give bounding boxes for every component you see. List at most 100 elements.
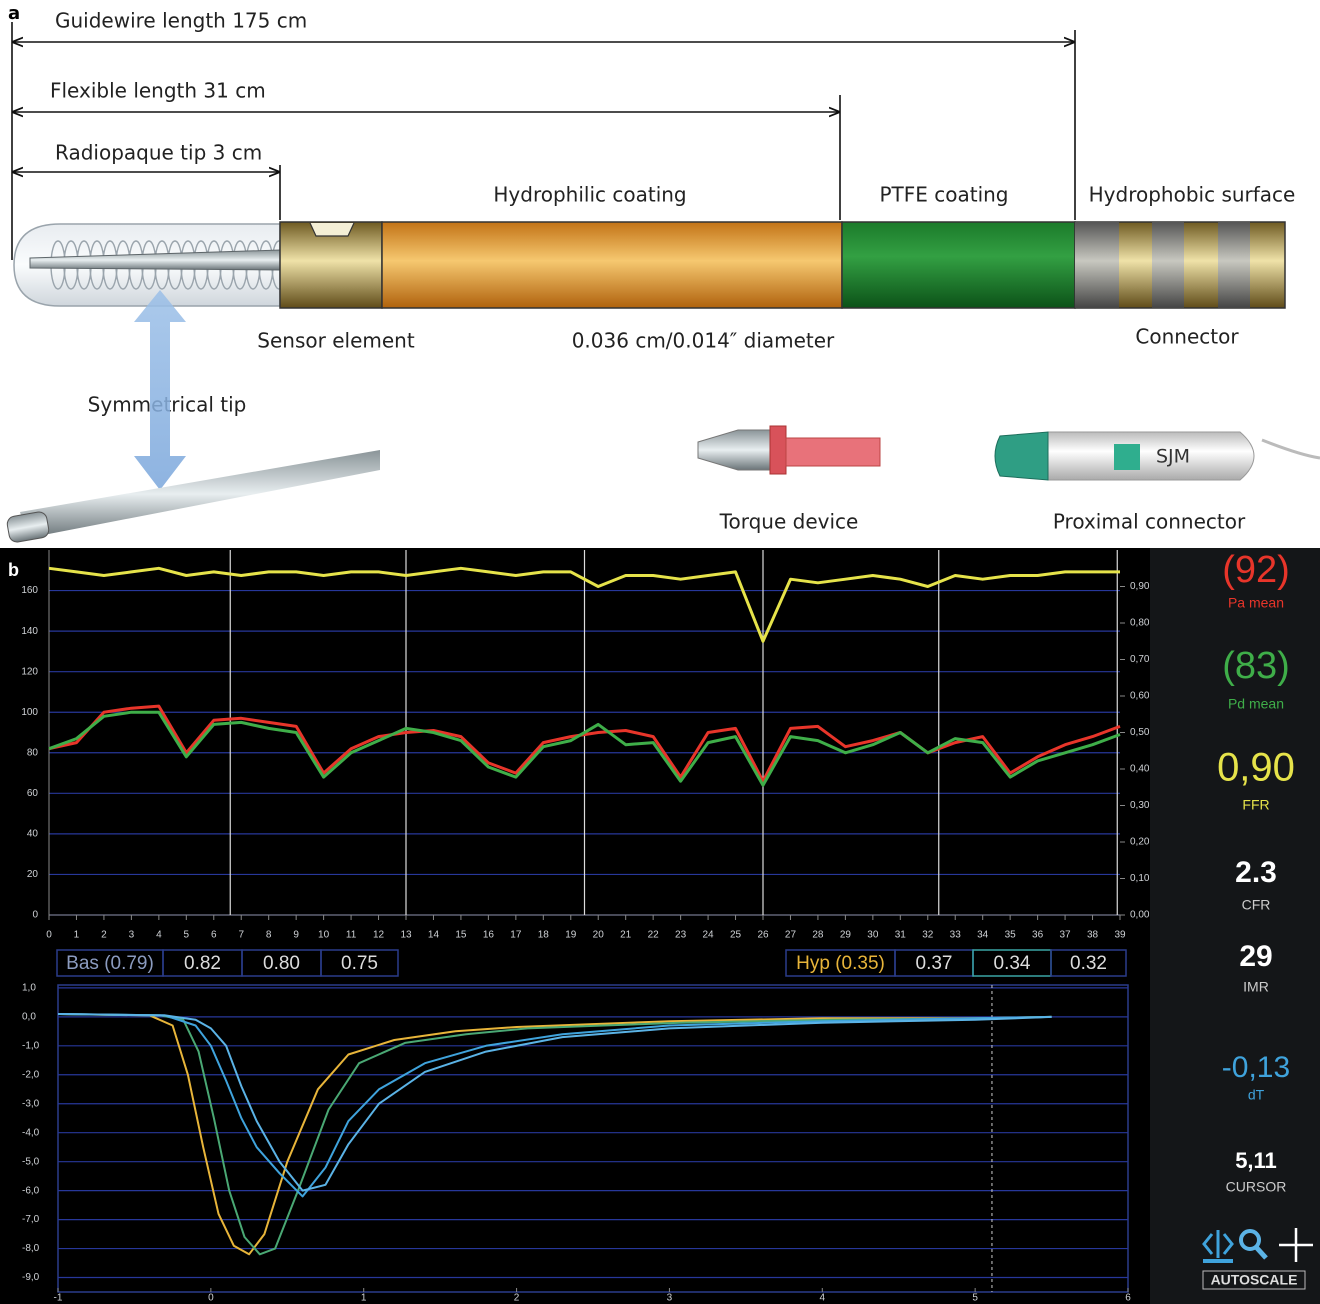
x-tick-label: 15 (455, 930, 467, 941)
y2-tick-label: 0,00 (1130, 910, 1150, 921)
segment-label: Hydrophobic surface (1089, 183, 1296, 207)
readout-label: CURSOR (1226, 1179, 1287, 1195)
part-label: Sensor element (257, 329, 415, 353)
y-tick-label: 120 (21, 666, 38, 677)
part-label: 0.036 cm/0.014″ diameter (572, 329, 835, 353)
x-tick-label: 4 (156, 930, 162, 941)
part-label: Connector (1135, 325, 1239, 349)
y-tick-label: 140 (21, 626, 38, 637)
shape-rect (842, 222, 1075, 308)
x-tick-label: 16 (483, 930, 495, 941)
y-tick-label: -2,0 (22, 1069, 40, 1080)
y-tick-label: 0,0 (22, 1011, 36, 1022)
x-tick-label: 1 (361, 1293, 367, 1304)
readout-value: -0,13 (1222, 1051, 1290, 1084)
index-value: 0.34 (994, 953, 1031, 974)
x-tick-label: 36 (1032, 930, 1044, 941)
x-tick-label: 35 (1005, 930, 1017, 941)
figure: a Guidewire length 175 cm Flexible lengt… (0, 0, 1320, 1304)
readout-value: (92) (1222, 549, 1290, 591)
x-tick-label: 24 (703, 930, 715, 941)
dimension-label: Radiopaque tip 3 cm (55, 141, 262, 165)
x-tick-label: 7 (238, 930, 244, 941)
y-tick-label: -6,0 (22, 1185, 40, 1196)
x-tick-label: 4 (820, 1293, 826, 1304)
y-tick-label: -9,0 (22, 1272, 40, 1283)
x-tick-label: 26 (757, 930, 769, 941)
panel-b: b 0204060801001201401600,000,100,200,300… (0, 548, 1320, 1304)
y-tick-label: 60 (27, 788, 39, 799)
part-label: Proximal connector (1053, 510, 1246, 534)
x-tick-label: 6 (1125, 1293, 1131, 1304)
x-tick-label: 2 (101, 930, 107, 941)
y2-tick-label: 0,40 (1130, 764, 1150, 775)
autoscale-button[interactable]: AUTOSCALE (1211, 1272, 1298, 1288)
readout-value: 2.3 (1235, 856, 1277, 889)
y-tick-label: 40 (27, 829, 39, 840)
panel-label: b (8, 560, 19, 580)
shape-path (1048, 432, 1254, 480)
x-tick-label: 22 (648, 930, 660, 941)
y-tick-label: 1,0 (22, 983, 36, 994)
x-tick-label: 33 (950, 930, 962, 941)
x-tick-label: 9 (293, 930, 299, 941)
shape-rect (786, 438, 880, 466)
x-tick-label: 25 (730, 930, 742, 941)
shape-path (995, 432, 1048, 480)
readout-label: Pa mean (1228, 595, 1284, 611)
x-tick-label: 39 (1114, 930, 1126, 941)
index-value: 0.82 (184, 953, 221, 974)
index-value: 0.37 (916, 953, 953, 974)
readout-label: dT (1248, 1087, 1265, 1103)
x-tick-label: 32 (922, 930, 934, 941)
readout-label: IMR (1243, 979, 1269, 995)
readout-value: 0,90 (1217, 746, 1295, 790)
x-tick-label: 31 (895, 930, 907, 941)
x-tick-label: 18 (538, 930, 550, 941)
y-tick-label: 80 (27, 747, 39, 758)
shape-rect (1218, 222, 1250, 308)
brand-label: SJM (1156, 446, 1190, 468)
readout-value: 29 (1239, 940, 1272, 973)
x-tick-label: 29 (840, 930, 852, 941)
shape-rect (6, 511, 50, 544)
y2-tick-label: 0,60 (1130, 691, 1150, 702)
page: a Guidewire length 175 cm Flexible lengt… (0, 0, 1320, 1304)
shape-rect (1114, 444, 1140, 470)
readout-label: FFR (1242, 797, 1269, 813)
y2-tick-label: 0,20 (1130, 837, 1150, 848)
shape-rect (1152, 222, 1184, 308)
x-tick-label: 13 (400, 930, 412, 941)
y-tick-label: -7,0 (22, 1214, 40, 1225)
y2-tick-label: 0,10 (1130, 873, 1150, 884)
x-tick-label: 0 (46, 930, 52, 941)
x-tick-label: 3 (129, 930, 135, 941)
dimension-label: Flexible length 31 cm (50, 79, 266, 103)
x-tick-label: 12 (373, 930, 385, 941)
x-tick-label: 1 (74, 930, 80, 941)
x-tick-label: 20 (593, 930, 605, 941)
x-tick-label: 11 (346, 930, 357, 941)
x-tick-label: 5 (184, 930, 190, 941)
shape-rect (382, 222, 842, 308)
y-tick-label: -1,0 (22, 1040, 40, 1051)
x-tick-label: 6 (211, 930, 217, 941)
x-tick-label: 0 (208, 1293, 214, 1304)
y2-tick-label: 0,30 (1130, 800, 1150, 811)
x-tick-label: 2 (514, 1293, 520, 1304)
readout-label: Pd mean (1228, 696, 1284, 712)
y-tick-label: -3,0 (22, 1098, 40, 1109)
x-tick-label: -1 (54, 1293, 63, 1304)
shape-path (20, 450, 380, 538)
shape-rect (1203, 1259, 1233, 1263)
x-tick-label: 28 (812, 930, 824, 941)
y-tick-label: -8,0 (22, 1243, 40, 1254)
shape-path (698, 430, 770, 470)
shape-rect (770, 426, 786, 474)
x-tick-label: 21 (620, 930, 632, 941)
dimension-label: Guidewire length 175 cm (55, 9, 307, 33)
panel-a: a Guidewire length 175 cm Flexible lengt… (6, 3, 1320, 543)
index-value: Hyp (0.35) (796, 953, 885, 974)
segment-label: PTFE coating (879, 183, 1008, 207)
x-tick-label: 3 (667, 1293, 673, 1304)
